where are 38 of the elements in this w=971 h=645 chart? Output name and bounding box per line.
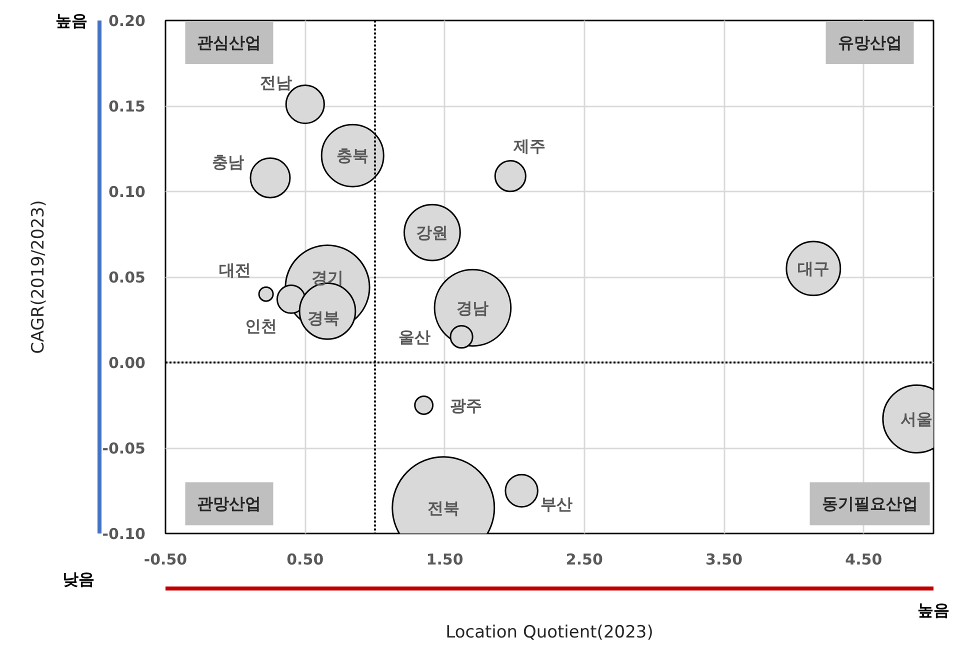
annotation: 관망산업	[197, 494, 262, 514]
annotation: 인천	[245, 316, 278, 336]
annotation: 관심산업	[197, 33, 262, 52]
annotation: 서울	[900, 409, 933, 428]
x-axis-title: Location Quotient(2023)	[446, 622, 654, 642]
text: 낮음	[62, 570, 94, 588]
annotation: 경북	[307, 308, 340, 328]
x-tick-label: 4.50	[845, 550, 882, 568]
x-tick-label: 1.50	[426, 550, 464, 568]
y-tick-label: 0.15	[108, 98, 146, 116]
y-tick-label: 0.10	[108, 183, 146, 201]
annotation: 전북	[427, 498, 460, 518]
y-tick-label: -0.10	[102, 525, 146, 543]
y-tick-label: 0.00	[108, 354, 146, 372]
y-axis-title: CAGR(2019/2023)	[28, 200, 48, 354]
annotation: 울산	[398, 327, 431, 346]
y-tick-label: 0.20	[108, 12, 146, 30]
text: 높음	[56, 11, 88, 30]
annotation: 강원	[416, 223, 448, 242]
y-tick-label: -0.05	[102, 440, 146, 458]
annotation: 대구	[797, 258, 830, 278]
text: 높음	[918, 600, 950, 620]
annotation: 경남	[456, 298, 489, 318]
annotation: 제주	[512, 136, 546, 156]
annotation: 경기	[311, 268, 344, 287]
x-tick-label: -0.50	[144, 550, 188, 568]
annotation: 유망산업	[838, 33, 902, 52]
annotation: 충남	[212, 152, 244, 172]
y-tick-label: 0.05	[108, 268, 146, 286]
annotation: 전남	[260, 72, 292, 92]
x-tick-label: 0.50	[286, 550, 324, 568]
annotation: 대전	[219, 260, 252, 280]
x-tick-label: 3.50	[706, 550, 743, 568]
x-tick-label: 2.50	[566, 550, 603, 568]
annotation: 광주	[450, 396, 482, 415]
annotation: 부산	[540, 494, 573, 514]
annotation: 충북	[336, 146, 369, 166]
annotation: 동기필요산업	[822, 494, 918, 514]
